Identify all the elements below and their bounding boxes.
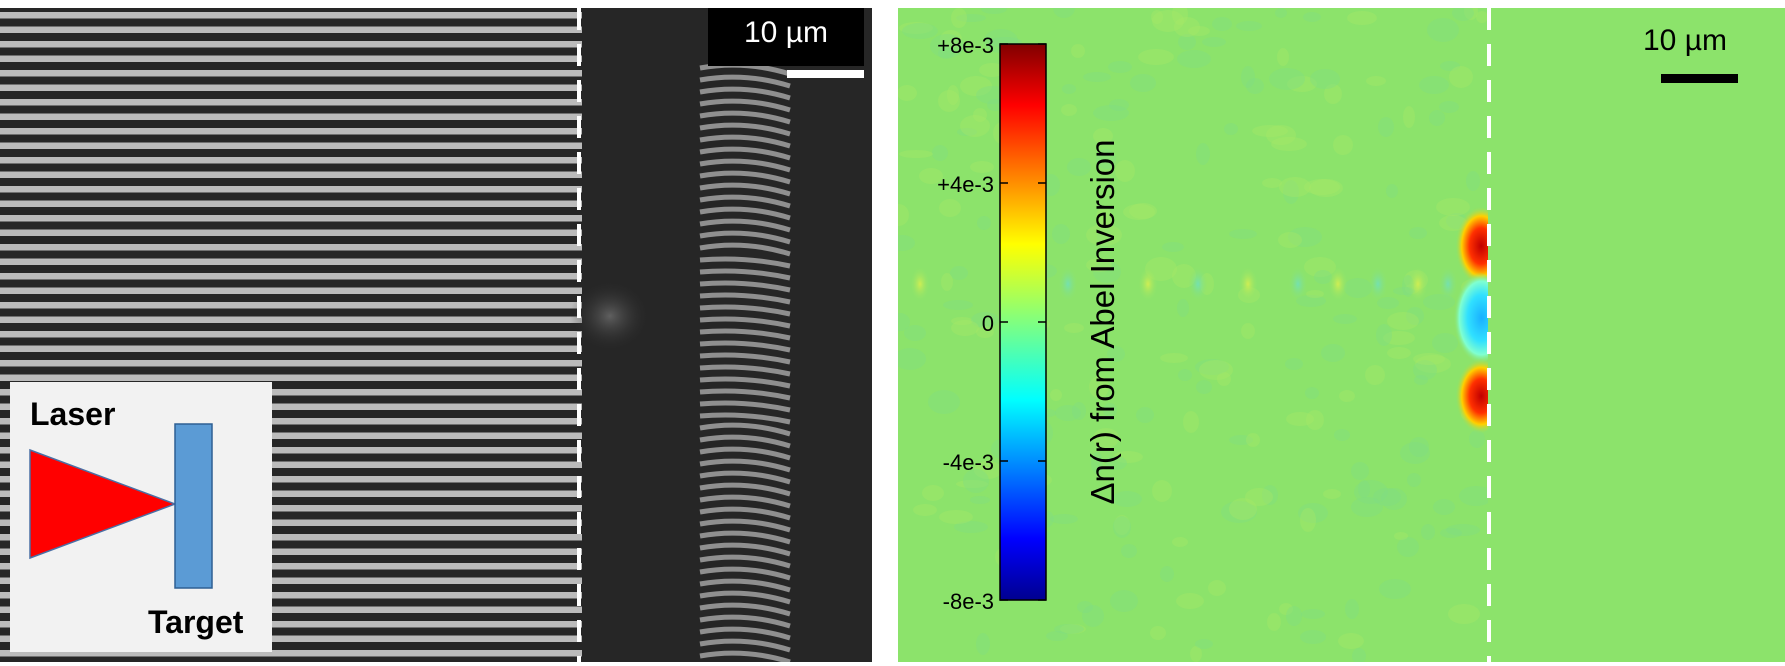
target-label: Target [148, 604, 244, 640]
scalebar [1661, 74, 1738, 83]
laser-triangle-icon [29, 448, 178, 560]
colorbar-tick-label: -8e-3 [942, 589, 994, 614]
index-map-image [898, 8, 1785, 662]
colorbar-tick-label: -4e-3 [942, 450, 994, 475]
scalebar-label: 10 µm [1643, 24, 1727, 57]
fringe-pattern-expanded-plasma [699, 62, 791, 662]
interferogram-panel: 10 µm Laser Target [0, 8, 872, 662]
colorbar-tick-label: +8e-3 [937, 33, 994, 58]
scalebar-box [708, 8, 864, 66]
colorbar-tick-label: +4e-3 [937, 172, 994, 197]
colorbar-label: Δn(r) from Abel Inversion [1084, 139, 1121, 505]
colorbar-ticks [1000, 43, 1046, 601]
scalebar [787, 70, 864, 78]
colorbar-tick-label: 0 [981, 311, 994, 336]
plasma-glow [570, 280, 650, 352]
refractive-index-map-panel: +8e-3 +4e-3 0 -4e-3 -8e-3 Δn(r) from Abe… [898, 8, 1785, 662]
axial-oscillation-spots [910, 266, 1458, 302]
fringe-pattern-unperturbed [0, 12, 582, 657]
target-rect-icon [174, 423, 213, 589]
scalebar-label: 10 µm [744, 16, 828, 49]
setup-inset: Laser Target [10, 382, 272, 652]
laser-label: Laser [30, 396, 116, 432]
